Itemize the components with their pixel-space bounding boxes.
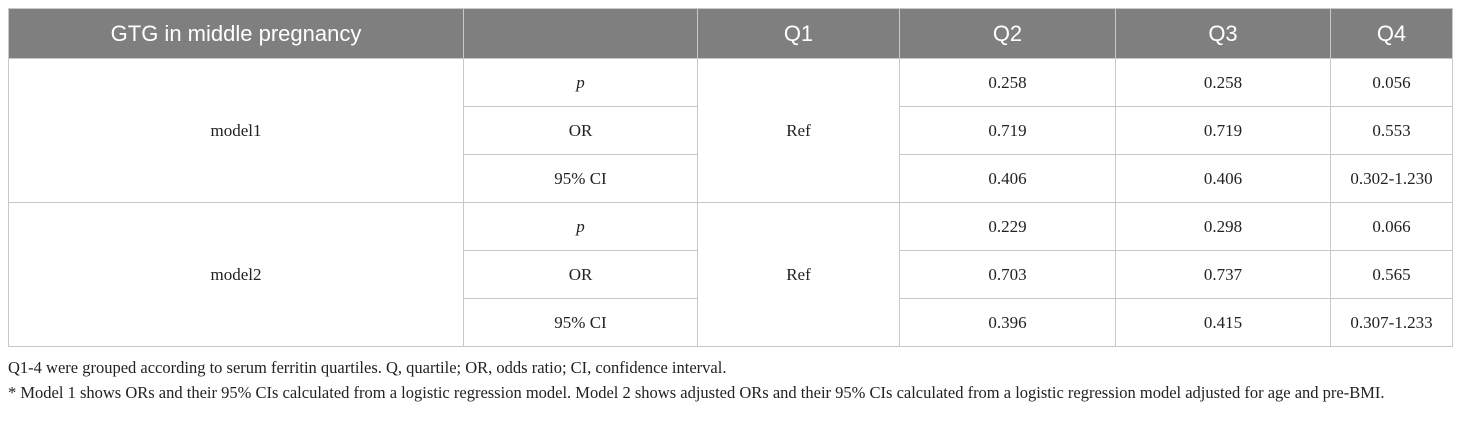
- value-cell: 0.415: [1115, 298, 1331, 347]
- stat-cell: 95% CI: [463, 298, 698, 347]
- ref-cell: Ref: [697, 202, 900, 347]
- header-cell: Q1: [697, 8, 900, 59]
- stat-cell: p: [463, 202, 698, 251]
- value-cell: 0.737: [1115, 250, 1331, 299]
- value-cell: 0.066: [1330, 202, 1453, 251]
- table-row: model1 p Ref 0.258 0.258 0.056: [8, 58, 1453, 203]
- value-cell: 0.056: [1330, 58, 1453, 107]
- value-cell: 0.553: [1330, 106, 1453, 155]
- value-cell: 0.719: [899, 106, 1116, 155]
- table-header: GTG in middle pregnancy Q1 Q2 Q3 Q4: [8, 8, 1453, 59]
- table-row: 95% CI 0.406 0.406 0.302-1.230: [9, 154, 1453, 203]
- table-row: 95% CI 0.396 0.415 0.307-1.233: [9, 298, 1453, 347]
- table-row: model2 p Ref 0.229 0.298 0.066: [8, 202, 1453, 347]
- footnote: * Model 1 shows ORs and their 95% CIs ca…: [8, 382, 1385, 402]
- table-body: model1 p Ref 0.258 0.258 0.056 OR 0.719 0.719 0.5…: [8, 58, 1453, 347]
- table-row: OR 0.719 0.719 0.553: [9, 106, 1453, 155]
- results-table: GTG in middle pregnancy Q1 Q2 Q3 Q4 mode…: [8, 8, 1453, 347]
- model-cell: model1: [8, 58, 464, 203]
- footnote: Q1-4 were grouped according to serum fer…: [8, 358, 727, 377]
- model-cell: model2: [8, 202, 464, 347]
- table-row: OR 0.703 0.737 0.565: [9, 250, 1453, 299]
- stat-cell: OR: [463, 250, 698, 299]
- header-cell: Q2: [899, 8, 1116, 59]
- header-cell: Q4: [1330, 8, 1453, 59]
- value-cell: 0.229: [899, 202, 1116, 251]
- value-cell: 0.703: [899, 250, 1116, 299]
- value-cell: 0.258: [899, 58, 1116, 107]
- value-cell: 0.302-1.230: [1330, 154, 1453, 203]
- stat-cell: 95% CI: [463, 154, 698, 203]
- value-cell: 0.396: [899, 298, 1116, 347]
- stat-cell: p: [463, 58, 698, 107]
- footnotes: Q1-4 were grouped according to serum fer…: [8, 356, 1452, 405]
- value-cell: 0.258: [1115, 58, 1331, 107]
- value-cell: 0.298: [1115, 202, 1331, 251]
- stat-cell: OR: [463, 106, 698, 155]
- header-cell: [463, 8, 698, 59]
- header-cell: Q3: [1115, 8, 1331, 59]
- value-cell: 0.565: [1330, 250, 1453, 299]
- value-cell: 0.406: [1115, 154, 1331, 203]
- ref-cell: Ref: [697, 58, 900, 203]
- header-row: GTG in middle pregnancy Q1 Q2 Q3 Q4: [8, 8, 1453, 59]
- value-cell: 0.307-1.233: [1330, 298, 1453, 347]
- value-cell: 0.719: [1115, 106, 1331, 155]
- value-cell: 0.406: [899, 154, 1116, 203]
- header-cell: GTG in middle pregnancy: [8, 8, 464, 59]
